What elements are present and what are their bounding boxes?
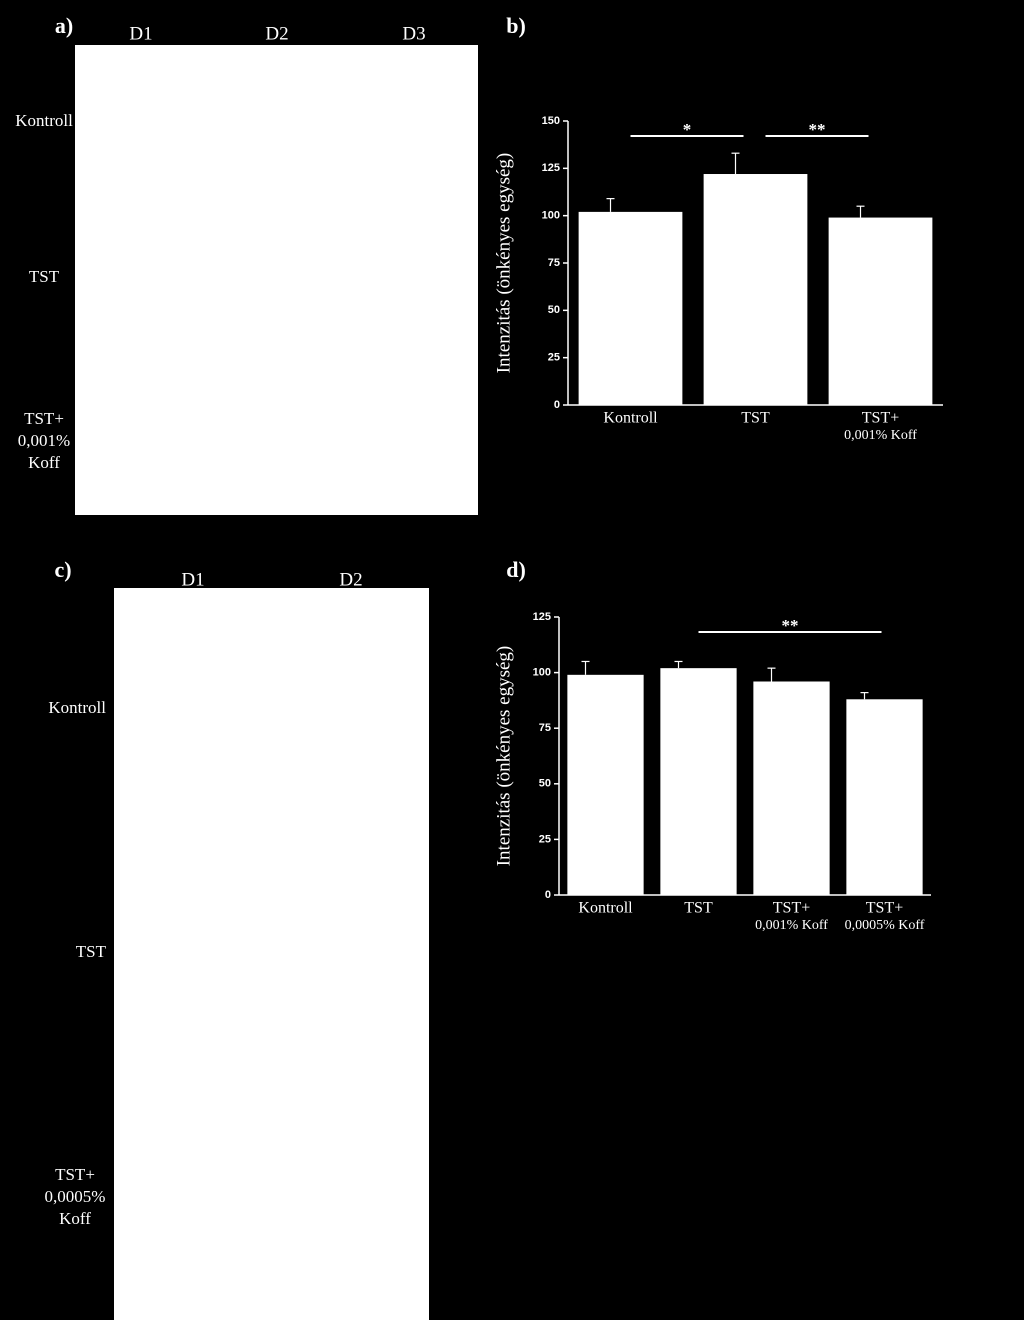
y-tick-label: 100 xyxy=(542,210,560,222)
panel-label: d) xyxy=(506,557,526,582)
x-tick-label: 0,001% Koff xyxy=(844,428,917,443)
y-tick-label: 25 xyxy=(548,352,560,364)
panel-label: c) xyxy=(54,557,71,582)
x-tick-label: TST+ xyxy=(866,900,903,917)
bar xyxy=(703,174,808,405)
image-panel xyxy=(75,45,478,515)
y-tick-label: 0 xyxy=(545,889,551,901)
significance-label: ** xyxy=(782,616,799,635)
panel-label: b) xyxy=(506,13,526,38)
y-tick-label: 50 xyxy=(539,778,551,790)
row-label: TST+ xyxy=(55,1165,95,1184)
x-tick-label: Kontroll xyxy=(603,410,658,427)
row-label: TST+ xyxy=(24,409,64,428)
x-tick-label: TST+ xyxy=(862,410,899,427)
row-label: TST xyxy=(29,267,60,286)
column-label: D3 xyxy=(402,23,425,44)
row-label: Koff xyxy=(28,453,60,472)
x-tick-label: 0,0005% Koff xyxy=(845,918,925,933)
column-label: D1 xyxy=(181,569,204,590)
bar xyxy=(567,674,644,895)
bar xyxy=(660,668,737,895)
y-tick-label: 125 xyxy=(542,162,560,174)
y-tick-label: 150 xyxy=(542,115,560,127)
y-tick-label: 75 xyxy=(539,722,551,734)
bar xyxy=(846,699,923,895)
y-tick-label: 0 xyxy=(554,399,560,411)
x-tick-label: Kontroll xyxy=(578,900,633,917)
row-label: 0,0005% xyxy=(45,1187,106,1206)
bar xyxy=(578,211,683,405)
significance-label: * xyxy=(683,120,692,139)
x-tick-label: TST+ xyxy=(773,900,810,917)
bar xyxy=(753,681,830,895)
column-label: D2 xyxy=(339,569,362,590)
row-label: Kontroll xyxy=(15,111,73,130)
y-tick-label: 50 xyxy=(548,304,560,316)
x-tick-label: 0,001% Koff xyxy=(755,918,828,933)
y-tick-label: 100 xyxy=(533,667,551,679)
row-label: TST xyxy=(76,942,107,961)
panel-label: a) xyxy=(55,13,73,38)
row-label: 0,001% xyxy=(18,431,70,450)
row-label: Koff xyxy=(59,1209,91,1228)
y-tick-label: 25 xyxy=(539,833,551,845)
bar xyxy=(828,217,933,405)
column-label: D1 xyxy=(129,23,152,44)
y-tick-label: 125 xyxy=(533,611,551,623)
x-tick-label: TST xyxy=(741,410,770,427)
image-panel xyxy=(114,588,429,1320)
row-label: Kontroll xyxy=(48,698,106,717)
y-axis-label: Intenzitás (önkényes egység) xyxy=(493,153,514,374)
x-tick-label: TST xyxy=(684,900,713,917)
y-axis-label: Intenzitás (önkényes egység) xyxy=(493,646,514,867)
significance-label: ** xyxy=(809,120,826,139)
column-label: D2 xyxy=(265,23,288,44)
y-tick-label: 75 xyxy=(548,257,560,269)
